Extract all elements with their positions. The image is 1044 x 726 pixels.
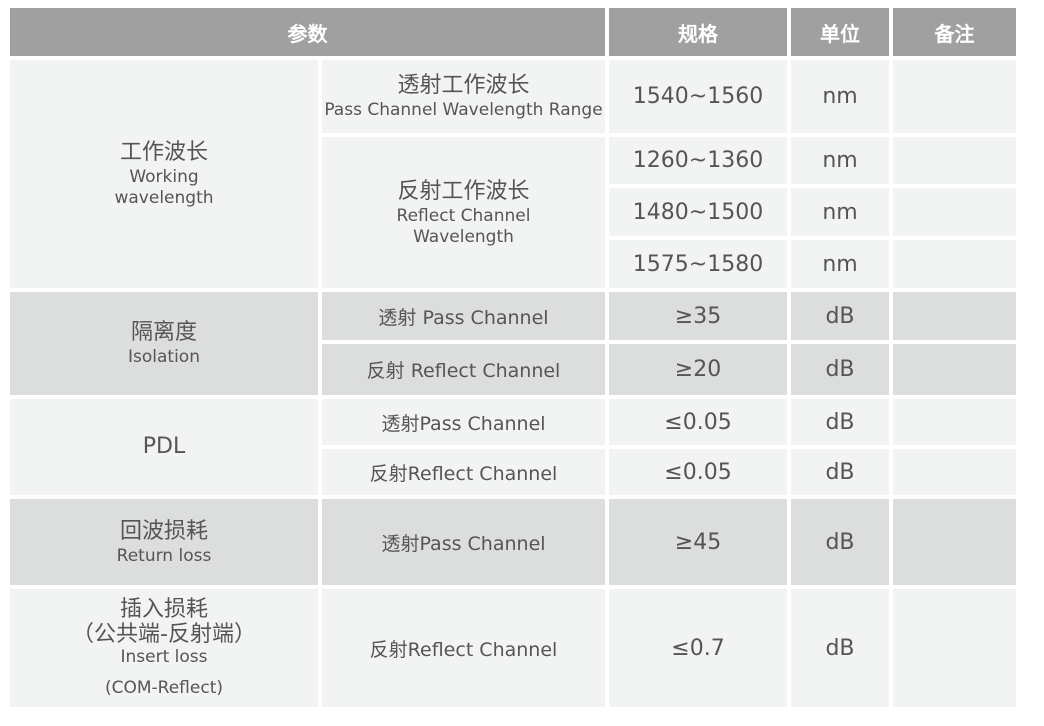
insert-loss-label: 插入损耗 （公共端-反射端） Insert loss (COM-Reflect) (10, 589, 318, 707)
label-zh: 回波损耗 (119, 518, 208, 544)
spec-cell: 1260~1360 (609, 137, 787, 184)
note-cell (893, 449, 1016, 495)
unit-cell: nm (791, 240, 889, 288)
label-en: Pass Channel Wavelength Range (324, 100, 603, 120)
unit-cell: dB (791, 399, 889, 445)
channel-label: 透射Pass Channel (322, 399, 605, 445)
note-cell (893, 60, 1016, 133)
label-zh: 插入损耗 (119, 597, 208, 622)
label-zh-sub: （公共端-反射端） (72, 622, 256, 647)
header-unit: 单位 (791, 8, 889, 56)
unit-cell: dB (791, 589, 889, 707)
note-cell (893, 589, 1016, 707)
note-cell (893, 137, 1016, 184)
pdl-label: PDL (10, 399, 318, 495)
header-note: 备注 (893, 8, 1016, 56)
label-en: Return loss (116, 545, 212, 566)
spec-cell: ≥35 (609, 292, 787, 340)
channel-label: 透射Pass Channel (322, 499, 605, 585)
unit-cell: dB (791, 292, 889, 340)
channel-label: 透射 Pass Channel (322, 292, 605, 340)
working-wavelength-label: 工作波长 Working wavelength (10, 60, 318, 288)
label-zh: 透射工作波长 (397, 73, 530, 98)
note-cell (893, 240, 1016, 288)
label-zh: 反射工作波长 (397, 178, 530, 204)
spec-cell: ≤0.05 (609, 449, 787, 495)
spec-cell: ≥45 (609, 499, 787, 585)
channel-label: 反射Reflect Channel (322, 589, 605, 707)
note-cell (893, 344, 1016, 395)
spec-cell: ≥20 (609, 344, 787, 395)
note-cell (893, 292, 1016, 340)
channel-label: 反射Reflect Channel (322, 449, 605, 495)
unit-cell: nm (791, 60, 889, 133)
note-cell (893, 188, 1016, 236)
label-en-sub: (COM-Reflect) (104, 678, 223, 698)
header-param: 参数 (10, 8, 605, 56)
note-cell (893, 499, 1016, 585)
channel-label: 反射 Reflect Channel (322, 344, 605, 395)
spec-cell: 1540~1560 (609, 60, 787, 133)
note-cell (893, 399, 1016, 445)
spec-cell: ≤0.7 (609, 589, 787, 707)
unit-cell: nm (791, 137, 889, 184)
label-en: Isolation (128, 347, 200, 367)
header-spec: 规格 (609, 8, 787, 56)
unit-cell: dB (791, 449, 889, 495)
label-en: Reflect Channel Wavelength (396, 205, 531, 247)
pass-wavelength-label: 透射工作波长 Pass Channel Wavelength Range (322, 60, 605, 133)
spec-cell: 1575~1580 (609, 240, 787, 288)
label-en: Insert loss (120, 647, 208, 667)
unit-cell: nm (791, 188, 889, 236)
spec-cell: 1480~1500 (609, 188, 787, 236)
isolation-label: 隔离度 Isolation (10, 292, 318, 395)
label-en: Working wavelength (114, 167, 214, 208)
unit-cell: dB (791, 499, 889, 585)
reflect-wavelength-label: 反射工作波长 Reflect Channel Wavelength (322, 137, 605, 288)
unit-cell: dB (791, 344, 889, 395)
return-loss-label: 回波损耗 Return loss (10, 499, 318, 585)
label-zh: 工作波长 (119, 140, 208, 165)
label-zh: 隔离度 (130, 320, 197, 345)
spec-cell: ≤0.05 (609, 399, 787, 445)
